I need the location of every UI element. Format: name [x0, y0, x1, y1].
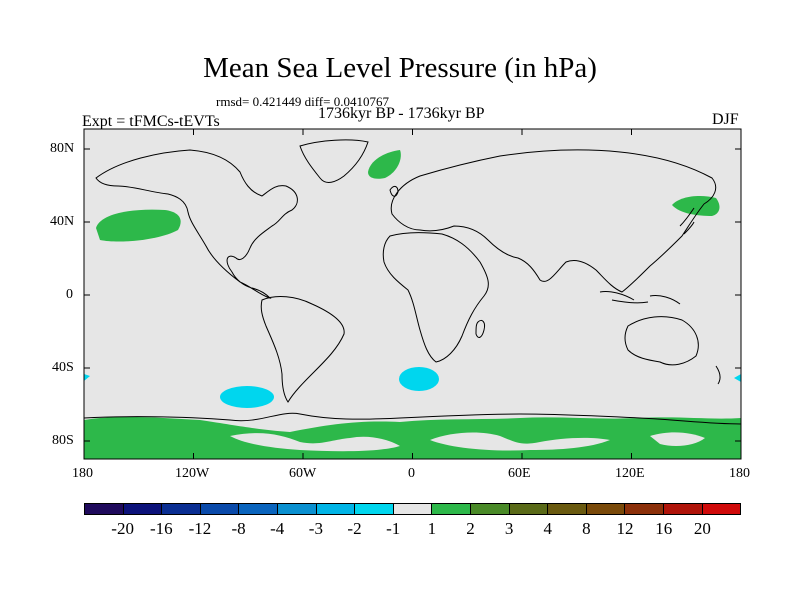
coast-greenland — [299, 139, 369, 183]
coast-eurasia — [390, 149, 717, 293]
season-label: DJF — [712, 111, 739, 128]
colorbar — [84, 503, 741, 515]
negative-anomaly-regions — [84, 367, 741, 408]
colorbar-label: -2 — [347, 519, 362, 538]
latitude-ticks — [84, 148, 741, 442]
colorbar-label: 16 — [655, 519, 673, 538]
colorbar-label: 1 — [427, 519, 437, 538]
anomaly-north-pacific — [96, 209, 181, 242]
anomaly-southern-ocean — [84, 416, 741, 459]
colorbar-label: -8 — [231, 519, 246, 538]
colorbar-swatch — [702, 504, 741, 514]
stats-text: rmsd= 0.421449 diff= 0.0410767 — [216, 94, 389, 109]
lon-label-180w: 180 — [72, 466, 93, 481]
experiment-label: Expt = tFMCs-tEVTs — [82, 113, 220, 130]
colorbar-label: -20 — [111, 519, 134, 538]
colorbar-swatch — [162, 504, 201, 514]
positive-anomaly-regions — [84, 150, 741, 459]
anomaly-edge-west — [84, 374, 90, 381]
coast-south-america — [260, 296, 345, 403]
colorbar-swatch — [470, 504, 510, 514]
colorbar-swatch — [625, 504, 664, 514]
coast-australia — [624, 316, 699, 366]
colorbar-swatch — [200, 504, 240, 514]
lat-label-80s: 80S — [52, 433, 74, 448]
period-text: 1736kyr BP - 1736kyr BP — [318, 105, 485, 122]
lon-label-120w: 120W — [175, 466, 210, 481]
coast-north-america — [95, 149, 298, 299]
anomaly-south-atlantic — [399, 367, 439, 391]
colorbar-swatch — [663, 504, 703, 514]
colorbar-swatch — [85, 504, 124, 514]
colorbar-label: 4 — [543, 519, 553, 538]
lon-label-60w: 60W — [289, 466, 317, 481]
coastlines — [83, 139, 742, 425]
longitude-ticks — [83, 129, 742, 459]
antarctic-interior — [230, 432, 705, 452]
coast-antarctica — [83, 412, 742, 425]
colorbar-swatch — [393, 504, 433, 514]
lon-label-120e: 120E — [615, 466, 645, 481]
colorbar-swatch — [277, 504, 317, 514]
lat-label-40n: 40N — [50, 214, 75, 229]
lon-label-0: 0 — [408, 466, 415, 481]
anomaly-edge-east — [734, 374, 741, 382]
colorbar-label: 12 — [616, 519, 634, 538]
coast-madagascar — [475, 319, 485, 338]
colorbar-label: 20 — [693, 519, 711, 538]
anomaly-greenland-sea — [368, 150, 401, 179]
coast-british-isles — [389, 185, 399, 197]
colorbar-label: -3 — [308, 519, 323, 538]
map-background — [84, 129, 741, 459]
colorbar-label: -12 — [188, 519, 212, 538]
colorbar-swatch — [316, 504, 356, 514]
coast-indonesia — [599, 291, 681, 305]
colorbar-label: 8 — [582, 519, 591, 538]
coast-new-zealand — [715, 365, 721, 385]
colorbar-label: -16 — [149, 519, 173, 538]
colorbar-swatch — [239, 504, 278, 514]
coast-japan — [679, 207, 695, 235]
colorbar-swatch — [509, 504, 549, 514]
map-title: Mean Sea Level Pressure (in hPa) — [203, 52, 597, 84]
lat-label-80n: 80N — [50, 141, 75, 156]
lon-label-180e: 180 — [729, 466, 750, 481]
lat-label-40s: 40S — [52, 360, 74, 375]
colorbar-swatch — [123, 504, 163, 514]
colorbar-swatch — [432, 504, 471, 514]
colorbar-swatch — [355, 504, 394, 514]
colorbar-label: 3 — [504, 519, 514, 538]
colorbar-swatch — [586, 504, 626, 514]
colorbar-label: -1 — [386, 519, 401, 538]
coast-africa — [382, 232, 489, 363]
lon-label-60e: 60E — [508, 466, 531, 481]
colorbar-label: -4 — [270, 519, 285, 538]
lat-label-0: 0 — [66, 287, 73, 302]
colorbar-label: 2 — [466, 519, 475, 538]
anomaly-southeast-pacific — [220, 386, 274, 408]
colorbar-swatch — [548, 504, 587, 514]
